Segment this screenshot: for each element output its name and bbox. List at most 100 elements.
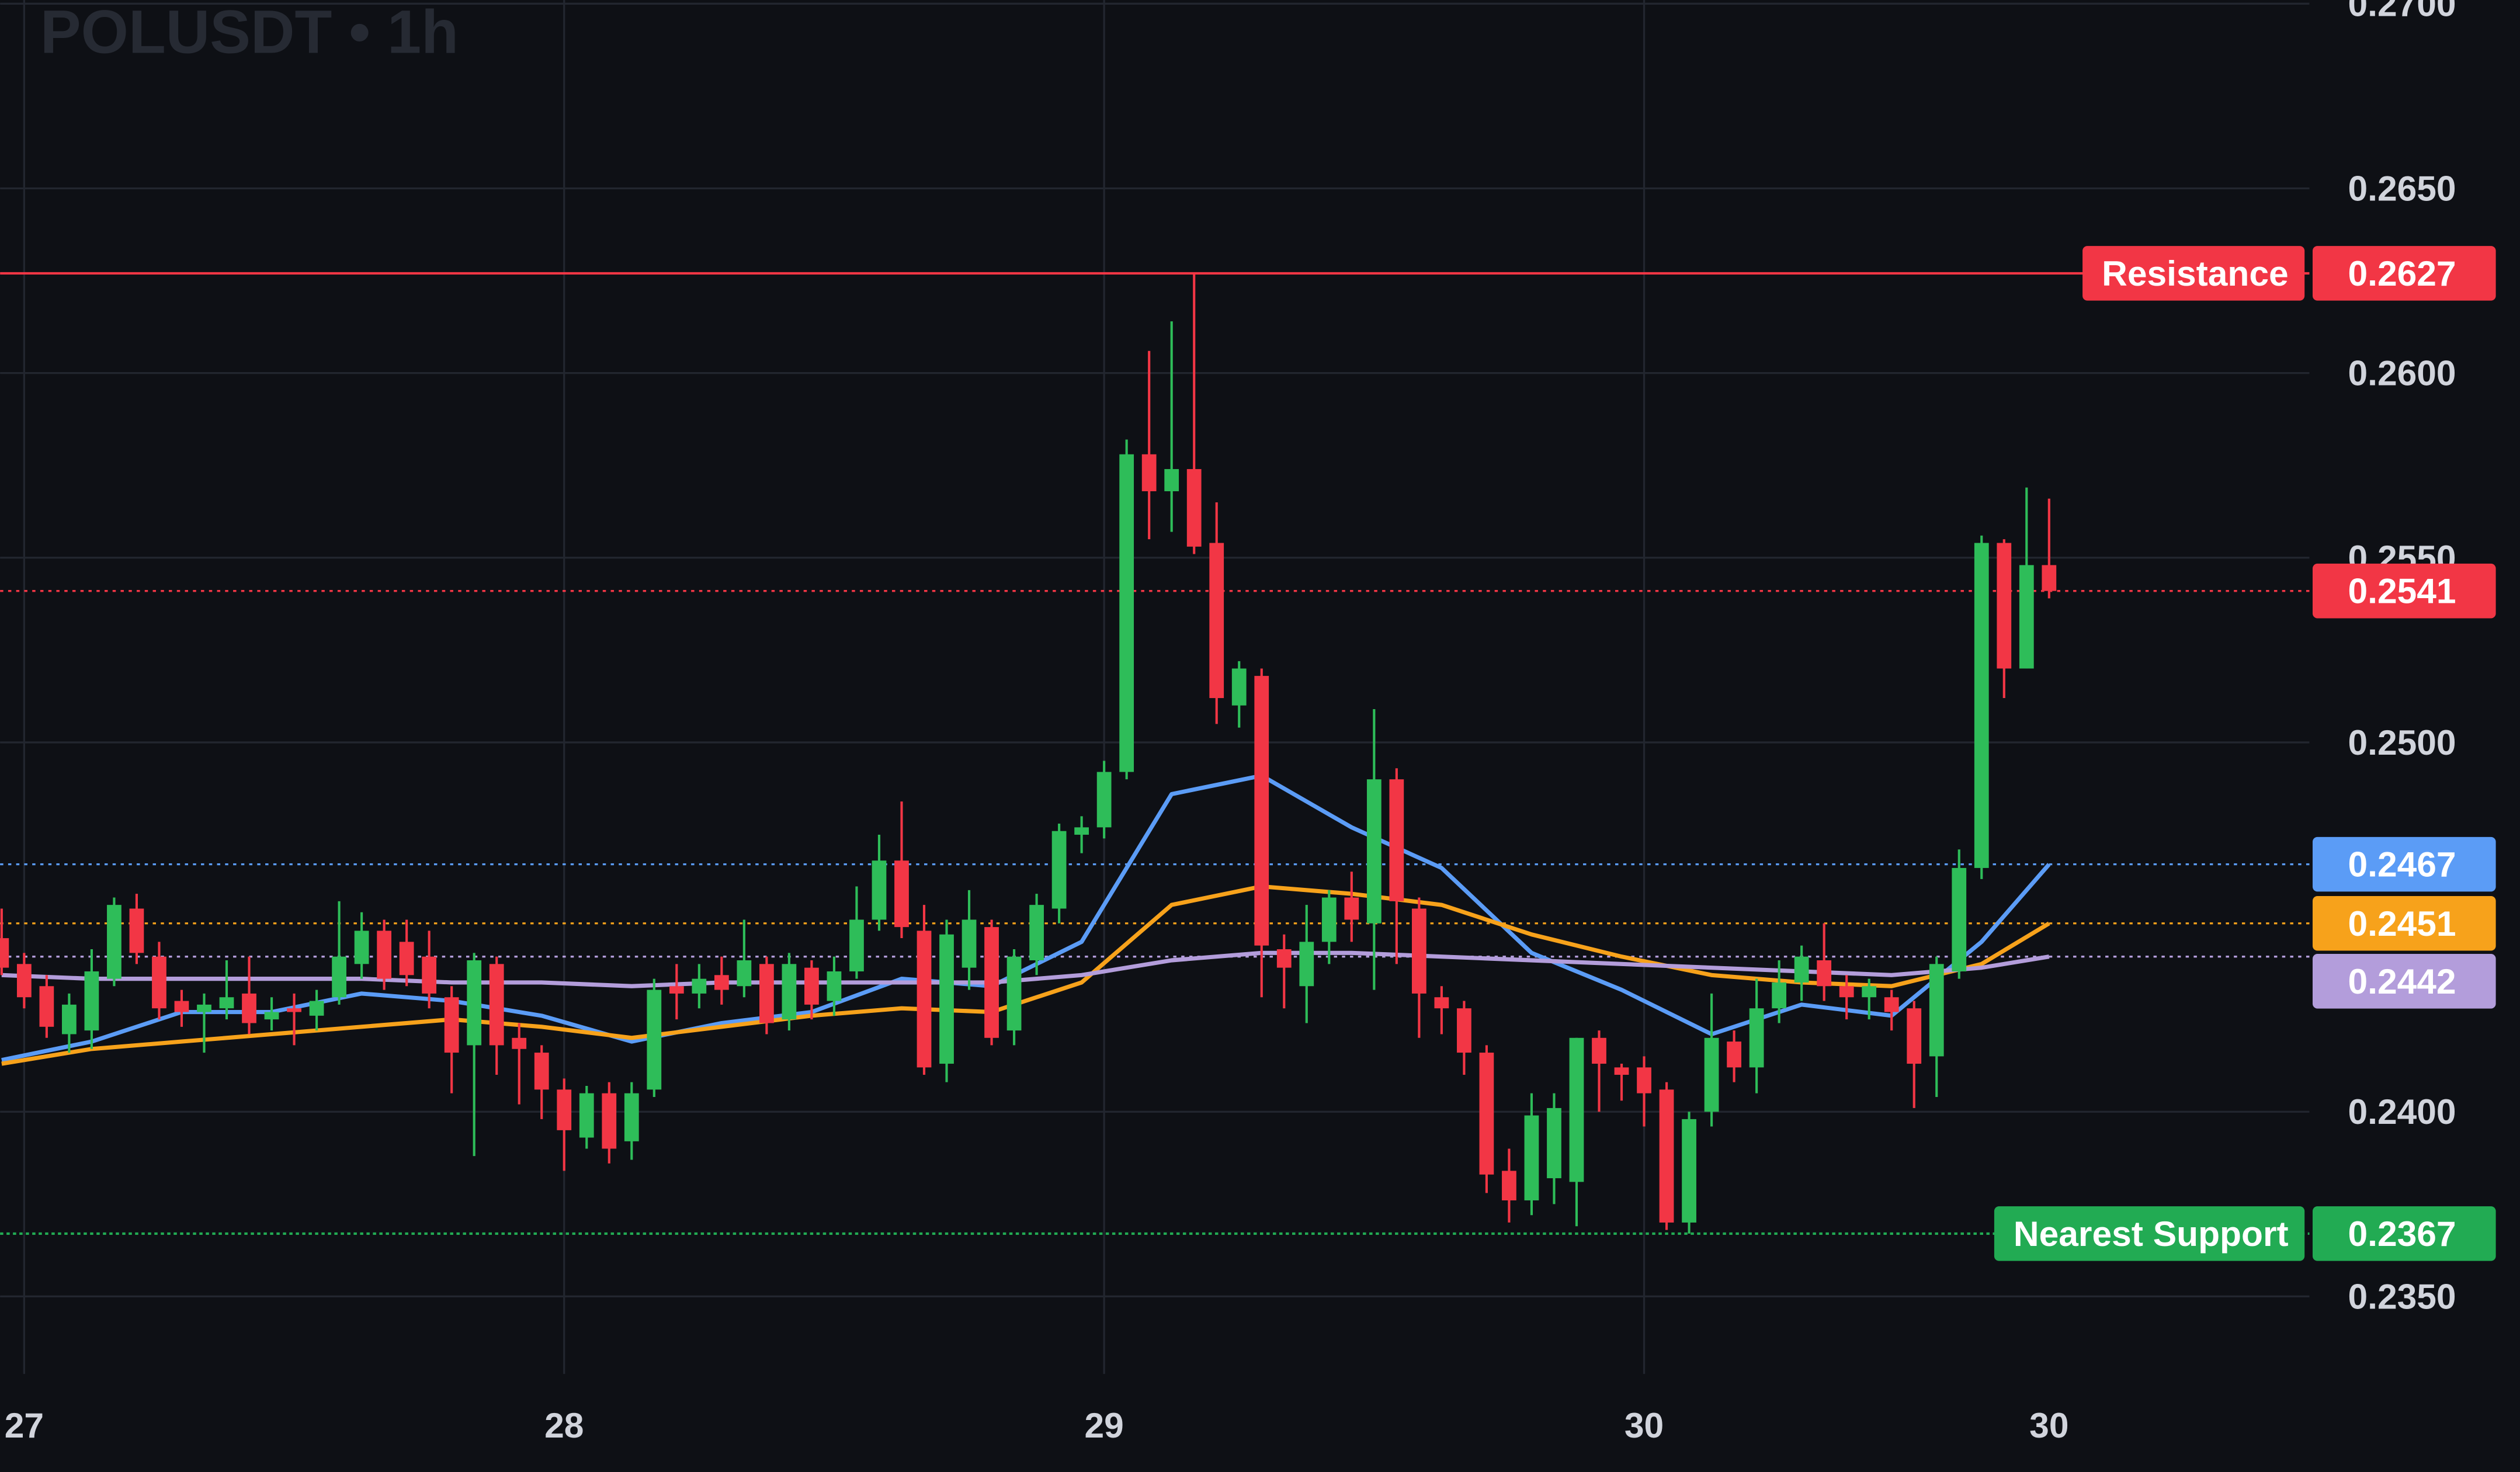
candle-body — [714, 975, 729, 990]
candle-body — [1929, 964, 1944, 1057]
candle-body — [1276, 949, 1292, 968]
candle-body — [1794, 956, 1809, 983]
candle-body — [107, 905, 122, 979]
candle-body — [827, 971, 842, 1001]
level-name-tag — [1994, 1206, 2305, 1261]
price-tag — [2312, 563, 2496, 619]
candle-body — [1434, 997, 1449, 1009]
x-tick-label: 28 — [544, 1405, 584, 1445]
candle-body — [1389, 779, 1404, 901]
candle-body — [467, 960, 482, 1046]
candle-body — [1524, 1115, 1539, 1200]
candle-body — [1592, 1037, 1606, 1064]
candle-body — [2019, 565, 2034, 669]
candle-body — [1119, 454, 1134, 772]
candle-body — [1884, 997, 1899, 1012]
candle-body — [1029, 905, 1044, 960]
candle-body — [647, 990, 662, 1090]
candle-body — [1479, 1053, 1494, 1175]
candle-body — [152, 956, 166, 1009]
y-tick-label: 0.2500 — [2348, 723, 2456, 762]
candle-body — [692, 978, 707, 994]
y-tick-label: 0.2700 — [2348, 0, 2456, 23]
price-tag-label: 0.2442 — [2348, 961, 2456, 1001]
candle-body — [264, 1012, 279, 1020]
price-tags: 0.2627 Resistance 0.2541 0.2467 0.2451 0.2442… — [1994, 246, 2496, 1261]
candle-body — [917, 931, 932, 1068]
candle-body — [174, 1001, 189, 1012]
candle-body — [1862, 986, 1877, 998]
candle-body — [534, 1053, 549, 1090]
candle-body — [984, 927, 999, 1038]
candle-body — [737, 960, 752, 987]
candle-body — [1682, 1119, 1696, 1223]
candle-body — [1096, 772, 1112, 828]
candle-body — [1997, 543, 2012, 669]
x-tick-label: 30 — [1625, 1405, 1664, 1445]
candle-body — [1321, 897, 1337, 942]
candle-body — [894, 860, 909, 928]
candle-body — [2042, 565, 2057, 591]
candle-body — [1952, 867, 1967, 971]
x-tick-label: 30 — [2029, 1405, 2068, 1445]
candle-body — [1614, 1067, 1629, 1075]
candle-body — [1637, 1067, 1651, 1093]
candle-body — [1231, 668, 1247, 706]
chart-title: POLUSDT • 1h — [40, 0, 459, 67]
axes: 0.23500.24000.25000.25500.26000.26500.27… — [5, 0, 2456, 1445]
moving-average-line — [1, 884, 2050, 1066]
candle-body — [939, 934, 954, 1064]
candle-body — [1366, 779, 1382, 924]
candle-body — [804, 967, 819, 1005]
candle-body — [849, 919, 864, 971]
candle-body — [1164, 469, 1179, 491]
candle-body — [1502, 1171, 1516, 1200]
candle-body — [399, 942, 414, 975]
candle-body — [39, 986, 54, 1027]
candle-body — [377, 931, 391, 979]
candle-body — [354, 931, 369, 964]
candle-body — [512, 1037, 527, 1049]
candle-body — [1457, 1008, 1471, 1053]
price-tag — [2312, 954, 2496, 1009]
candle-body — [422, 956, 437, 994]
grid — [0, 0, 2310, 1374]
candle-body — [872, 860, 887, 920]
candle-body — [1074, 827, 1089, 835]
candle-body — [84, 971, 99, 1031]
candle-body — [1839, 986, 1854, 998]
candle-body — [1907, 1008, 1922, 1064]
price-tag — [2312, 895, 2496, 951]
price-tag-label: 0.2627 — [2348, 254, 2456, 293]
candle-body — [444, 997, 459, 1053]
price-tag-label: 0.2451 — [2348, 904, 2456, 943]
candle-body — [1727, 1041, 1741, 1068]
level-name-label: Resistance — [2102, 254, 2289, 293]
level-name-tag — [2082, 246, 2305, 301]
candle-body — [1186, 469, 1202, 547]
candle-body — [962, 919, 977, 968]
candle-body — [332, 956, 346, 998]
candle-body — [16, 964, 32, 998]
plot — [0, 272, 2310, 1235]
level-name-label: Nearest Support — [2014, 1214, 2289, 1254]
y-tick-label: 0.2650 — [2348, 168, 2456, 208]
candle-body — [1749, 1008, 1764, 1068]
candle-body — [129, 908, 144, 953]
price-tag — [2312, 246, 2496, 301]
candle-body — [1006, 956, 1022, 1031]
candle-body — [1569, 1037, 1584, 1182]
candle-body — [197, 1004, 211, 1012]
candle-body — [489, 964, 504, 1046]
candle-body — [1299, 942, 1314, 987]
candle-body — [62, 1004, 77, 1034]
candle-body — [782, 964, 797, 1020]
candle-body — [579, 1093, 594, 1138]
y-tick-label: 0.2350 — [2348, 1276, 2456, 1316]
y-tick-label: 0.2600 — [2348, 353, 2456, 393]
candle-body — [0, 938, 9, 968]
candle-body — [1772, 982, 1787, 1009]
price-tag — [2312, 1206, 2496, 1261]
candle-body — [1254, 676, 1269, 946]
